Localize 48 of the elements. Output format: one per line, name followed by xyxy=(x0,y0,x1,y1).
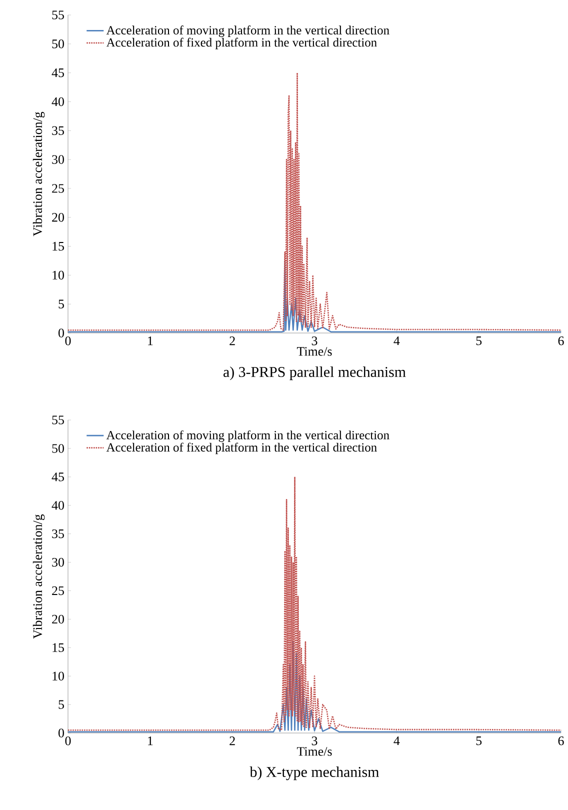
x-tick-label: 0 xyxy=(65,736,71,746)
legend-label: Acceleration of moving platform in the vertical direction xyxy=(106,26,390,37)
y-tick-label: 45 xyxy=(52,68,64,78)
y-tick-label: 45 xyxy=(52,472,64,482)
y-tick-label: 50 xyxy=(52,444,64,453)
y-tick-label: 40 xyxy=(52,97,64,106)
legend-label: Acceleration of fixed platform in the vertical direction xyxy=(106,442,378,454)
y-axis-title: Vibration acceleration/g xyxy=(33,112,45,236)
y-tick-label: 5 xyxy=(58,700,64,709)
text: a) 3-PRPS parallel mechanism xyxy=(224,366,406,380)
y-tick-label: 40 xyxy=(52,501,64,510)
x-tick-label: 6 xyxy=(558,736,564,746)
y-tick-label: 50 xyxy=(52,40,64,48)
y-tick-label: 20 xyxy=(52,614,64,624)
y-tick-label: 10 xyxy=(52,270,64,280)
y-tick-label: 30 xyxy=(52,558,64,567)
x-tick-label: 3 xyxy=(312,336,318,346)
x-tick-label: 2 xyxy=(230,336,236,346)
x-tick-label: 1 xyxy=(148,736,153,746)
x-tick-label: 6 xyxy=(558,336,564,346)
x-axis-title: Time/s xyxy=(297,747,332,756)
y-tick-label: 55 xyxy=(52,10,64,20)
x-tick-label: 3 xyxy=(312,736,318,746)
text: b) X-type mechanism xyxy=(250,766,380,780)
y-tick-label: 35 xyxy=(52,126,64,135)
y-tick-label: 30 xyxy=(52,155,64,164)
x-tick-label: 5 xyxy=(476,736,482,746)
y-tick-label: 15 xyxy=(52,242,64,251)
y-tick-label: 20 xyxy=(52,212,64,222)
x-tick-label: 2 xyxy=(230,736,236,746)
legend-label: Acceleration of moving platform in the vertical direction xyxy=(106,430,390,442)
x-axis-title: Time/s xyxy=(297,347,332,356)
x-tick-label: 4 xyxy=(394,336,400,346)
y-tick-label: 5 xyxy=(58,300,64,308)
y-tick-label: 0 xyxy=(58,328,64,338)
x-tick-label: 4 xyxy=(394,736,400,746)
legend-label: Acceleration of fixed platform in the vertical direction xyxy=(106,38,378,50)
y-tick-label: 25 xyxy=(52,184,64,193)
y-tick-label: 55 xyxy=(52,416,64,424)
x-tick-label: 5 xyxy=(476,336,482,346)
y-tick-label: 35 xyxy=(52,529,64,538)
y-tick-label: 25 xyxy=(52,586,64,596)
y-axis-title: Vibration acceleration/g xyxy=(33,514,45,639)
y-tick-label: 10 xyxy=(52,672,64,680)
x-tick-label: 0 xyxy=(65,336,71,346)
x-tick-label: 1 xyxy=(148,336,153,346)
y-tick-label: 0 xyxy=(58,728,64,738)
y-tick-label: 15 xyxy=(52,643,64,652)
